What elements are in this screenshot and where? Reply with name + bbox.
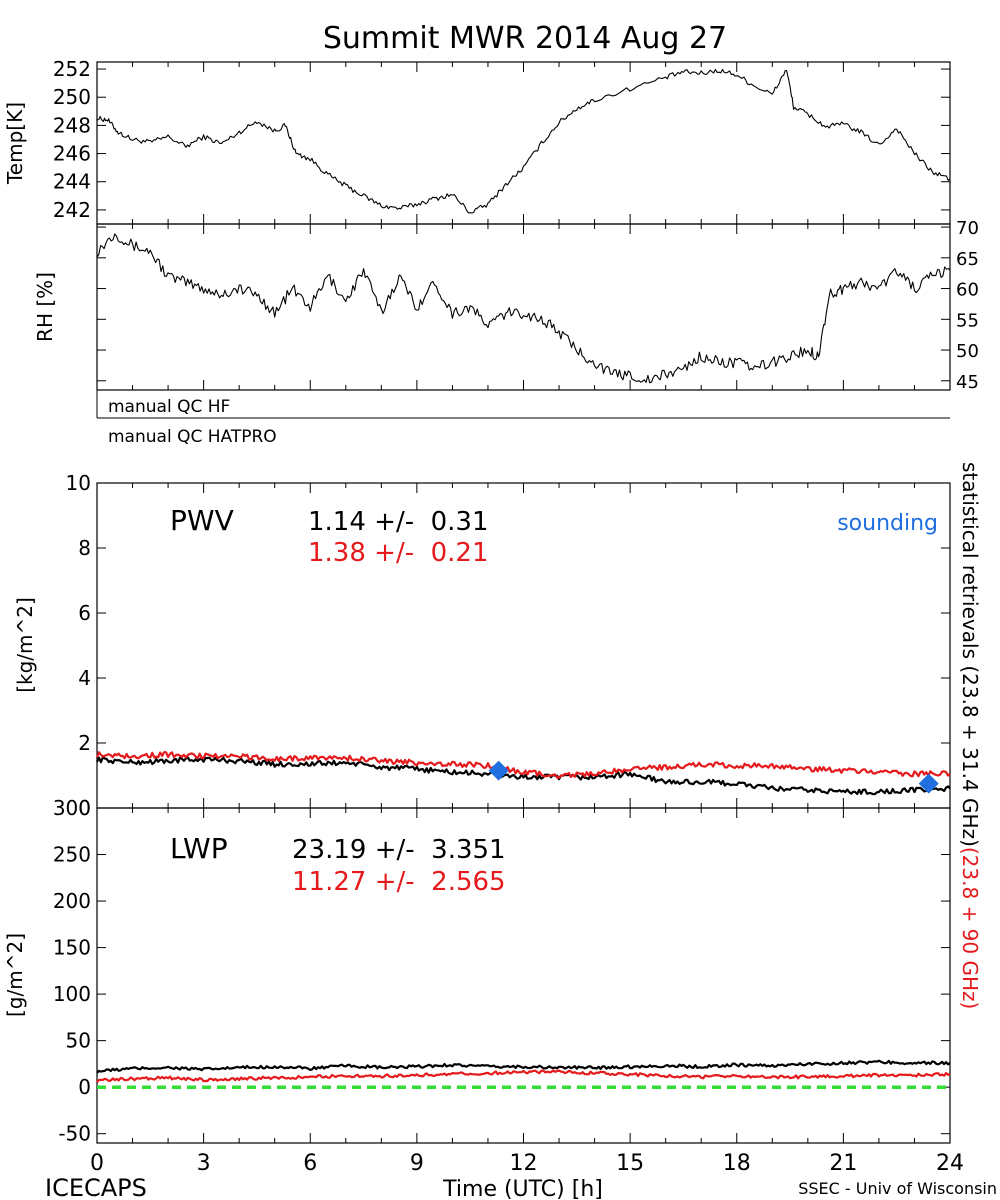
sounding-label: sounding [837, 511, 938, 536]
rh-ytick-label: 55 [956, 310, 979, 331]
x-tick-label: 12 [510, 1151, 538, 1176]
rh-ylabel: RH [%] [33, 272, 57, 342]
x-tick-label: 15 [616, 1151, 644, 1176]
temp-ytick-label: 250 [53, 85, 91, 109]
right-axis-label-black: statistical retrievals (23.8 + 31.4 GHz) [958, 462, 982, 847]
pwv-ytick-label: 4 [78, 666, 91, 690]
x-tick-label: 6 [303, 1151, 317, 1176]
lwp-series-red-line [96, 1069, 951, 1083]
temp-ytick-label: 248 [53, 113, 91, 137]
lwp-ytick-label: 250 [53, 843, 91, 867]
rh-ytick-label: 50 [956, 341, 979, 362]
pwv-series-red-line [95, 751, 951, 779]
lwp-ytick-label: 200 [53, 889, 91, 913]
lwp-ytick-label: 0 [78, 1075, 91, 1099]
lwp-black-stat: 23.19 +/- 3.351 [292, 835, 506, 865]
x-tick-label: 24 [936, 1151, 964, 1176]
x-tick-label: 3 [197, 1151, 211, 1176]
lwp-ylabel: [g/m^2] [3, 933, 27, 1017]
right-axis-label-red: (23.8 + 90 GHz) [958, 847, 982, 1009]
x-tick-label: 9 [410, 1151, 424, 1176]
temp-ytick-label: 244 [53, 170, 91, 194]
qc-hf-label: manual QC HF [108, 397, 230, 417]
footer-right: SSEC - Univ of Wisconsin [798, 1179, 997, 1198]
rh-ytick-label: 45 [956, 372, 979, 393]
temp-series-line-line [96, 68, 951, 214]
pwv-black-stat: 1.14 +/- 0.31 [308, 507, 489, 537]
x-tick-label: 21 [829, 1151, 857, 1176]
temp-ylabel: Temp[K] [3, 102, 27, 185]
pwv-ytick-label: 2 [78, 731, 91, 755]
footer-left: ICECAPS [45, 1174, 147, 1200]
rh-ytick-label: 70 [956, 218, 979, 239]
lwp-ytick-label: -50 [58, 1122, 91, 1146]
right-axis-label: statistical retrievals (23.8 + 31.4 GHz)… [958, 462, 982, 1009]
lwp-name: LWP [170, 832, 228, 865]
lwp-ytick-label: 300 [53, 796, 91, 820]
rh-panel-frame [96, 223, 951, 391]
temp-ytick-label: 242 [53, 198, 91, 222]
pwv-ylabel: [kg/m^2] [13, 597, 37, 693]
chart-title: Summit MWR 2014 Aug 27 [323, 21, 727, 56]
pwv-name: PWV [170, 504, 234, 537]
lwp-ytick-label: 100 [53, 982, 91, 1006]
x-axis-title: Time (UTC) [h] [442, 1177, 603, 1200]
lwp-ytick-label: 150 [53, 936, 91, 960]
qc-hatpro-label: manual QC HATPRO [108, 427, 277, 447]
pwv-ytick-label: 10 [66, 471, 91, 495]
rh-ytick-label: 65 [956, 249, 979, 270]
temp-panel-frame [96, 61, 951, 225]
plot-layer: 2422442462482502524550556065700246810-50… [53, 57, 979, 1176]
sounding-marker [918, 773, 939, 794]
rh-ytick-label: 60 [956, 280, 979, 301]
lwp-ytick-label: 50 [66, 1029, 91, 1053]
lwp-series-black-line [96, 1059, 951, 1074]
lwp-red-stat: 11.27 +/- 2.565 [292, 867, 506, 897]
pwv-ytick-label: 0 [78, 796, 91, 820]
x-tick-label: 18 [723, 1151, 751, 1176]
pwv-ytick-label: 6 [78, 601, 91, 625]
pwv-series-black-line [96, 756, 951, 796]
pwv-red-stat: 1.38 +/- 0.21 [308, 538, 489, 568]
temp-ytick-label: 246 [53, 142, 91, 166]
sounding-marker [488, 760, 509, 781]
rh-series-line-line [96, 233, 951, 384]
x-tick-label: 0 [90, 1151, 104, 1176]
temp-ytick-label: 252 [53, 57, 91, 81]
pwv-ytick-label: 8 [78, 536, 91, 560]
